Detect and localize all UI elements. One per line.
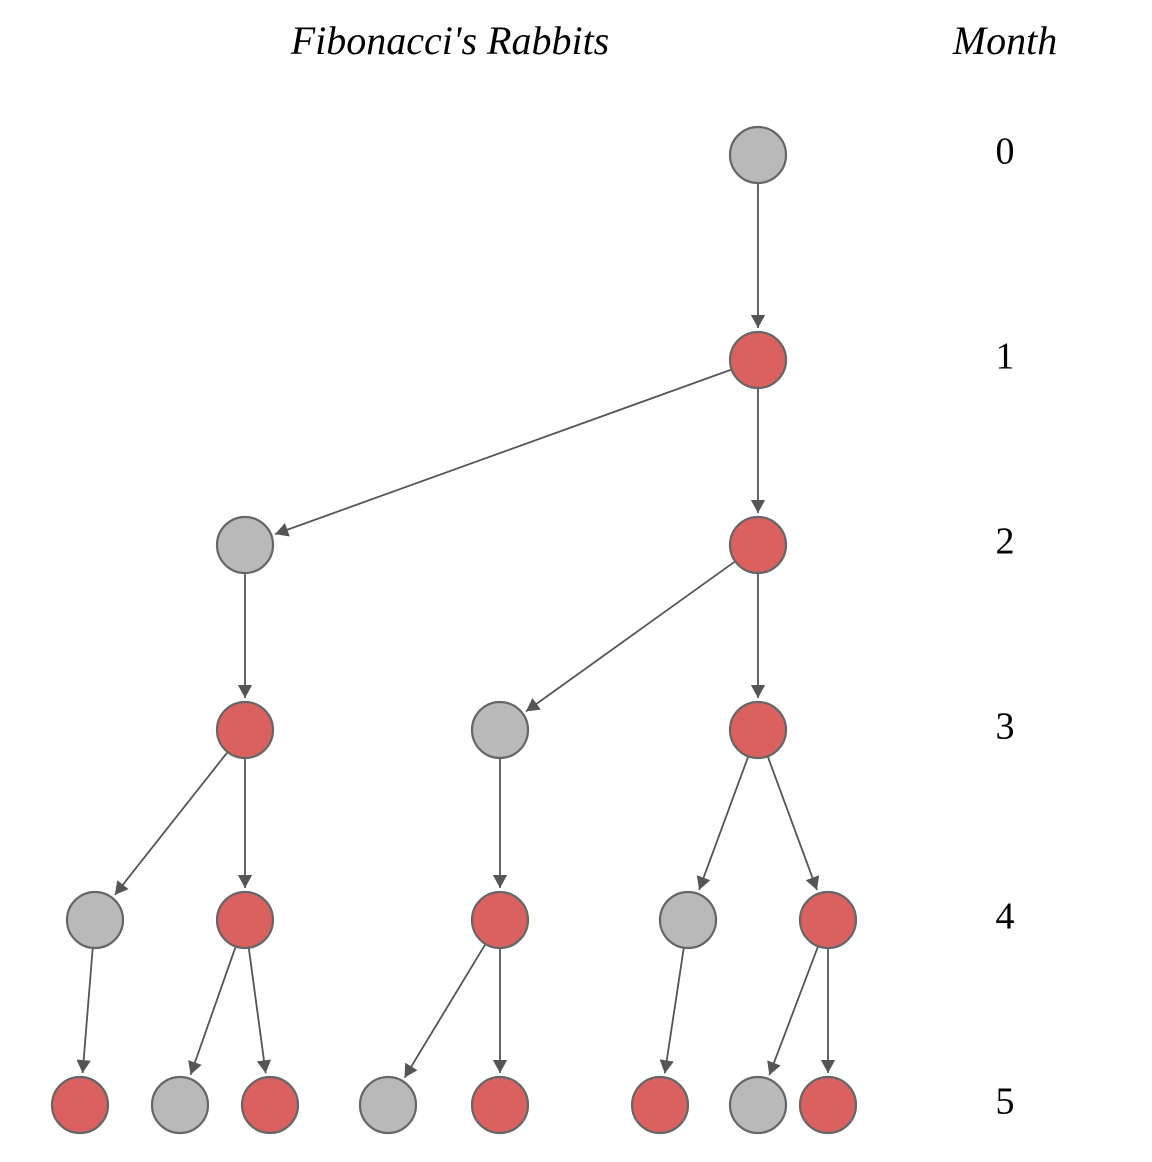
month-labels-layer: 0 1 2 3 4 5 — [996, 131, 1015, 1123]
tree-edge — [83, 948, 93, 1073]
young-rabbit-node — [152, 1077, 208, 1133]
mature-rabbit-node — [242, 1077, 298, 1133]
mature-rabbit-node — [217, 702, 273, 758]
tree-edge — [405, 944, 486, 1078]
nodes-layer — [52, 127, 856, 1133]
mature-rabbit-node — [472, 1077, 528, 1133]
fibonacci-tree-svg: Fibonacci's Rabbits Month 0 1 2 3 4 5 — [0, 0, 1152, 1162]
tree-edge — [665, 948, 684, 1074]
young-rabbit-node — [730, 127, 786, 183]
mature-rabbit-node — [472, 892, 528, 948]
edges-layer — [83, 183, 828, 1078]
mature-rabbit-node — [632, 1077, 688, 1133]
tree-edge — [115, 752, 228, 895]
month-label: 0 — [996, 131, 1015, 173]
diagram-stage: Fibonacci's Rabbits Month 0 1 2 3 4 5 — [0, 0, 1152, 1162]
month-label: 4 — [996, 896, 1015, 938]
young-rabbit-node — [360, 1077, 416, 1133]
mature-rabbit-node — [800, 892, 856, 948]
young-rabbit-node — [217, 517, 273, 573]
month-label: 2 — [996, 521, 1015, 563]
mature-rabbit-node — [217, 892, 273, 948]
mature-rabbit-node — [730, 702, 786, 758]
young-rabbit-node — [660, 892, 716, 948]
mature-rabbit-node — [52, 1077, 108, 1133]
tree-edge — [699, 756, 748, 890]
tree-edge — [275, 369, 732, 534]
month-label: 3 — [996, 706, 1015, 748]
tree-edge — [191, 946, 236, 1074]
tree-edge — [768, 756, 817, 890]
mature-rabbit-node — [730, 332, 786, 388]
month-column-title: Month — [952, 18, 1057, 63]
young-rabbit-node — [67, 892, 123, 948]
month-label: 5 — [996, 1081, 1015, 1123]
mature-rabbit-node — [800, 1077, 856, 1133]
tree-edge — [526, 561, 735, 711]
tree-edge — [769, 946, 818, 1075]
month-label: 1 — [996, 336, 1015, 378]
young-rabbit-node — [730, 1077, 786, 1133]
tree-edge — [249, 948, 266, 1074]
young-rabbit-node — [472, 702, 528, 758]
chart-title: Fibonacci's Rabbits — [290, 18, 610, 63]
mature-rabbit-node — [730, 517, 786, 573]
